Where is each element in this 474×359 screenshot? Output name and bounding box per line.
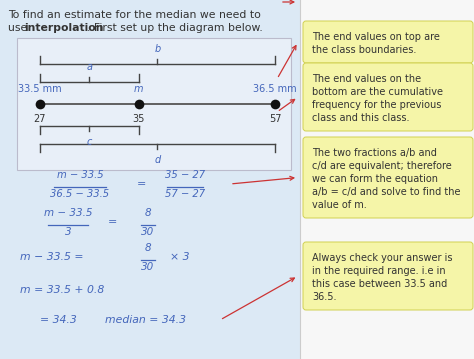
Text: bottom are the cumulative: bottom are the cumulative bbox=[312, 87, 443, 97]
Text: Always check your answer is: Always check your answer is bbox=[312, 253, 453, 263]
Text: 33.5 mm: 33.5 mm bbox=[18, 84, 62, 94]
Text: 57: 57 bbox=[269, 114, 281, 124]
Text: × 3: × 3 bbox=[170, 252, 190, 262]
Text: m: m bbox=[134, 84, 144, 94]
FancyBboxPatch shape bbox=[303, 21, 473, 63]
Text: The two fractions a/b and: The two fractions a/b and bbox=[312, 148, 437, 158]
Text: = 34.3: = 34.3 bbox=[40, 315, 77, 325]
Text: d: d bbox=[155, 155, 161, 165]
Text: 57 − 27: 57 − 27 bbox=[165, 189, 205, 199]
Text: 30: 30 bbox=[141, 262, 155, 272]
FancyBboxPatch shape bbox=[17, 38, 291, 170]
Text: To find an estimate for the median we need to: To find an estimate for the median we ne… bbox=[8, 10, 261, 20]
Text: use: use bbox=[8, 23, 31, 33]
Bar bbox=[0, 0, 300, 359]
Text: a/b = c/d and solve to find the: a/b = c/d and solve to find the bbox=[312, 187, 461, 197]
Text: =: = bbox=[109, 217, 118, 227]
Text: m − 33.5 =: m − 33.5 = bbox=[20, 252, 83, 262]
Text: 36.5 mm: 36.5 mm bbox=[253, 84, 297, 94]
FancyBboxPatch shape bbox=[303, 242, 473, 310]
Text: this case between 33.5 and: this case between 33.5 and bbox=[312, 279, 447, 289]
Text: 30: 30 bbox=[141, 227, 155, 237]
Text: The end values on top are: The end values on top are bbox=[312, 32, 440, 42]
Text: a: a bbox=[86, 62, 92, 72]
Text: the class boundaries.: the class boundaries. bbox=[312, 45, 416, 55]
Text: 36.5.: 36.5. bbox=[312, 292, 337, 302]
Text: 36.5 − 33.5: 36.5 − 33.5 bbox=[50, 189, 109, 199]
Text: frequency for the previous: frequency for the previous bbox=[312, 100, 441, 110]
Text: 8: 8 bbox=[145, 208, 151, 218]
Text: 27: 27 bbox=[34, 114, 46, 124]
Text: m = 33.5 + 0.8: m = 33.5 + 0.8 bbox=[20, 285, 104, 295]
Text: . First set up the diagram below.: . First set up the diagram below. bbox=[87, 23, 263, 33]
Text: b: b bbox=[155, 44, 161, 54]
Text: we can form the equation: we can form the equation bbox=[312, 174, 438, 184]
Text: value of m.: value of m. bbox=[312, 200, 367, 210]
Text: m − 33.5: m − 33.5 bbox=[57, 170, 103, 180]
Text: median = 34.3: median = 34.3 bbox=[105, 315, 186, 325]
FancyBboxPatch shape bbox=[303, 137, 473, 218]
Text: c/d are equivalent; therefore: c/d are equivalent; therefore bbox=[312, 161, 452, 171]
Text: 3: 3 bbox=[64, 227, 71, 237]
Text: in the required range. i.e in: in the required range. i.e in bbox=[312, 266, 446, 276]
Text: c: c bbox=[87, 137, 92, 147]
Text: The end values on the: The end values on the bbox=[312, 74, 421, 84]
Text: interpolation: interpolation bbox=[24, 23, 103, 33]
FancyBboxPatch shape bbox=[303, 63, 473, 131]
Text: m − 33.5: m − 33.5 bbox=[44, 208, 92, 218]
Text: class and this class.: class and this class. bbox=[312, 113, 410, 123]
Text: 8: 8 bbox=[145, 243, 151, 253]
Text: 35: 35 bbox=[133, 114, 145, 124]
Text: =: = bbox=[137, 179, 146, 189]
Text: 35 − 27: 35 − 27 bbox=[165, 170, 205, 180]
Bar bbox=[300, 0, 474, 359]
